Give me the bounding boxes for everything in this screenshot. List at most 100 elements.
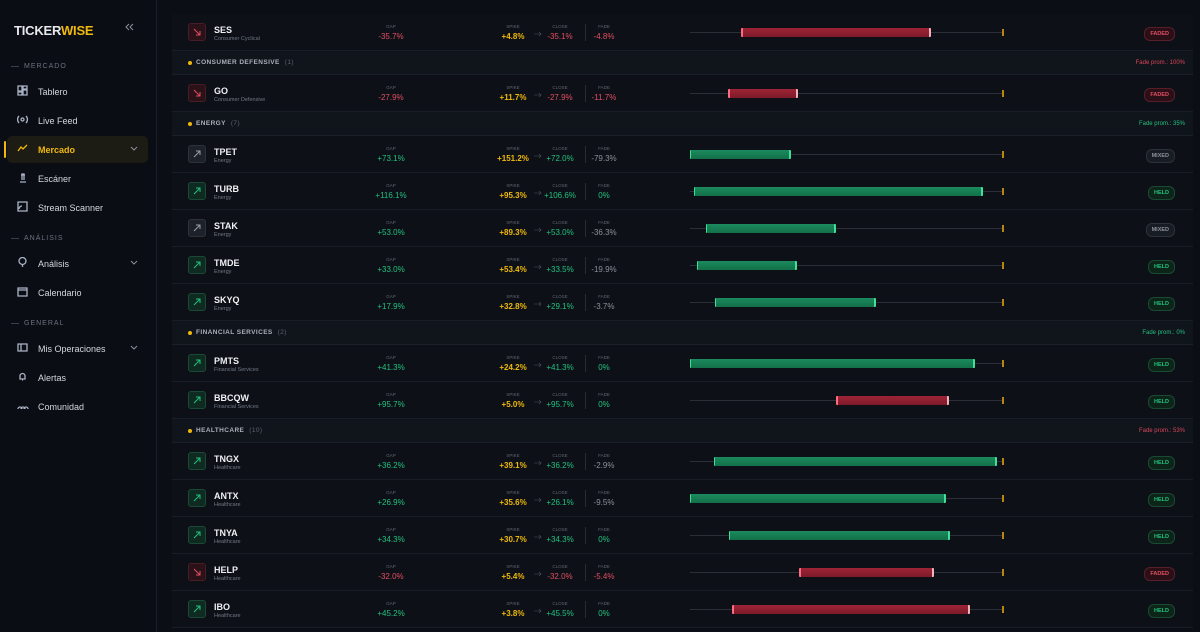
fade-value: 0% — [598, 400, 610, 409]
fade-label: FADE — [598, 601, 610, 606]
nav-item[interactable]: Comunidad — [7, 393, 148, 420]
end-tick — [1002, 495, 1004, 502]
fade-average: Fade prom.: 53% — [1138, 427, 1185, 434]
ticker: HELP — [214, 565, 239, 575]
nav-icon — [17, 287, 28, 297]
ticker-row[interactable]: SES Consumer Cyclical GAP -35.7% SPIKE +4.8% C… — [172, 14, 1193, 51]
end-tick — [1002, 606, 1004, 613]
logo[interactable]: TICKERWISE — [14, 23, 94, 38]
close-value: -32.0% — [547, 572, 573, 581]
gap-label: GAP — [386, 564, 396, 569]
ticker-row[interactable]: PMTS Financial Services GAP +41.3% SPIKE +24.… — [172, 345, 1193, 382]
nav-label: Calendario — [38, 287, 82, 298]
status-badge: HELD — [1148, 186, 1175, 200]
ticker-row[interactable]: TPET Energy GAP +73.1% SPIKE +151.2% CLOSE +72.… — [172, 136, 1193, 173]
close-value: +34.3% — [546, 535, 574, 544]
chevron — [130, 260, 138, 265]
nav-item[interactable]: Alertas — [7, 364, 148, 391]
arrow — [193, 457, 201, 465]
status-badge: HELD — [1148, 456, 1175, 470]
divider — [585, 257, 586, 274]
ticker-row[interactable]: BBCQW Financial Services GAP +95.7% SPIKE +5.… — [172, 382, 1193, 419]
ticker-row[interactable]: GO Consumer Defensive GAP -27.9% SPIKE +11.7%… — [172, 75, 1193, 112]
spike-label: SPIKE — [506, 527, 520, 532]
close-value: +95.7% — [546, 400, 574, 409]
fade-value: -3.7% — [593, 302, 615, 311]
group-header[interactable]: CONSUMER DEFENSIVE (1) Fade prom.: 100% — [172, 51, 1193, 75]
nav-icon — [17, 115, 29, 124]
fade-value: -4.8% — [593, 32, 615, 41]
fade-value: 0% — [598, 609, 610, 618]
ticker-row[interactable]: TMDE Energy GAP +33.0% SPIKE +53.4% CLOSE +33.5… — [172, 247, 1193, 284]
group-name: ENERGY — [196, 120, 226, 127]
fade-average: Fade prom.: 0% — [1142, 329, 1185, 336]
status-badge: HELD — [1148, 395, 1175, 409]
fade-label: FADE — [598, 220, 610, 225]
fade-label: FADE — [598, 527, 610, 532]
arrow — [193, 187, 201, 195]
gap-value: +17.9% — [377, 302, 405, 311]
nav-item[interactable]: Escáner — [7, 165, 148, 192]
nav-item[interactable]: Calendario — [7, 279, 148, 306]
bar-track — [690, 93, 1003, 94]
fade-label: FADE — [598, 453, 610, 458]
group-count: (2) — [277, 329, 287, 336]
ticker-row[interactable]: TURB Energy GAP +116.1% SPIKE +95.3% CLOSE +106… — [172, 173, 1193, 210]
spike-label: SPIKE — [506, 257, 520, 262]
group-header[interactable]: HEALTHCARE (10) Fade prom.: 53% — [172, 419, 1193, 443]
nav-item[interactable]: Tablero — [7, 78, 148, 105]
trend-icon — [188, 145, 206, 163]
gap-label: GAP — [386, 527, 396, 532]
close-value: +106.6% — [544, 191, 576, 200]
close-label: CLOSE — [552, 601, 568, 606]
nav-label: Alertas — [38, 372, 67, 383]
spike-value: +24.2% — [499, 363, 527, 372]
ticker-row[interactable]: IBO Healthcare GAP +45.2% SPIKE +3.8% CLOSE +45… — [172, 591, 1193, 628]
end-tick — [1002, 458, 1004, 465]
spike-value: +32.8% — [499, 302, 527, 311]
ticker-row[interactable]: STAK Energy GAP +53.0% SPIKE +89.3% CLOSE +53.0… — [172, 210, 1193, 247]
ticker-row[interactable]: SKYQ Energy GAP +17.9% SPIKE +32.8% CLOSE +29.1… — [172, 284, 1193, 321]
nav-item[interactable]: Mis Operaciones — [7, 335, 148, 362]
nav-item[interactable]: Mercado — [4, 136, 148, 163]
spike-label: SPIKE — [506, 392, 520, 397]
close-label: CLOSE — [552, 490, 568, 495]
group-count: (10) — [249, 427, 263, 434]
nav-item[interactable]: Stream Scanner — [7, 194, 148, 221]
fade-value: -79.3% — [591, 154, 617, 163]
nav-item[interactable]: Análisis — [7, 250, 148, 277]
ticker-row[interactable]: TNYA Healthcare GAP +34.3% SPIKE +30.7% CLOSE +… — [172, 517, 1193, 554]
ticker-row[interactable]: HELP Healthcare GAP -32.0% SPIKE +5.4% CLOSE -3… — [172, 554, 1193, 591]
ticker: PMTS — [214, 356, 240, 366]
collapse-button[interactable] — [124, 22, 134, 32]
fade-label: FADE — [598, 85, 610, 90]
group-header[interactable]: FINANCIAL SERVICES (2) Fade prom.: 0% — [172, 321, 1193, 345]
gap-label: GAP — [386, 490, 396, 495]
close-value: +36.2% — [546, 461, 574, 470]
divider — [585, 601, 586, 618]
close-label: CLOSE — [552, 257, 568, 262]
section-title: GENERAL — [0, 320, 157, 334]
divider — [585, 220, 586, 237]
ticker-row[interactable]: ANTX Healthcare GAP +26.9% SPIKE +35.6% CLOSE +… — [172, 480, 1193, 517]
fade-value: -9.5% — [593, 498, 615, 507]
end-tick — [1002, 532, 1004, 539]
trend-icon — [188, 526, 206, 544]
range-bar — [690, 494, 946, 503]
nav: MERCADO Tablero Live Feed Mercado Escáner Str… — [0, 49, 157, 422]
spike-value: +5.4% — [501, 572, 525, 581]
close-value: +26.1% — [546, 498, 574, 507]
trend-icon — [188, 293, 206, 311]
nav-item[interactable]: Live Feed — [7, 107, 148, 134]
end-tick — [1002, 225, 1004, 232]
nav-icon — [17, 85, 28, 96]
ticker-row[interactable]: TNGX Healthcare GAP +36.2% SPIKE +39.1% CLOSE +… — [172, 443, 1193, 480]
arrow — [193, 605, 201, 613]
group-header[interactable]: ENERGY (7) Fade prom.: 35% — [172, 112, 1193, 136]
fade-label: FADE — [598, 355, 610, 360]
spike-label: SPIKE — [506, 220, 520, 225]
end-tick — [1002, 188, 1004, 195]
ticker: ANTX — [214, 491, 239, 501]
sector: Energy — [214, 195, 232, 201]
trend-icon — [188, 219, 206, 237]
